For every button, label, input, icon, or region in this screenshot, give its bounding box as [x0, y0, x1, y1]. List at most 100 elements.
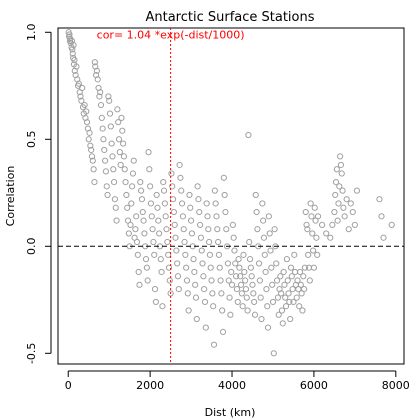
data-point — [191, 268, 198, 276]
data-point — [175, 285, 182, 293]
data-point — [208, 277, 215, 284]
data-point — [161, 200, 168, 207]
data-point — [184, 290, 191, 297]
data-point — [83, 108, 90, 115]
data-point — [380, 234, 387, 241]
data-point — [215, 251, 223, 258]
data-point — [173, 247, 180, 254]
data-point — [247, 264, 254, 271]
data-point — [284, 277, 291, 284]
data-point — [288, 273, 295, 280]
data-point — [69, 50, 76, 57]
x-tick-label: 4000 — [218, 379, 246, 392]
data-point — [258, 315, 265, 323]
data-point — [111, 196, 119, 203]
data-point — [296, 303, 303, 310]
data-point — [145, 149, 152, 156]
data-point — [205, 238, 213, 246]
data-point — [225, 277, 232, 284]
data-point — [195, 196, 202, 203]
data-point — [340, 204, 347, 211]
data-point — [283, 256, 290, 263]
data-point — [129, 170, 137, 177]
data-point — [287, 315, 294, 323]
data-point — [376, 196, 383, 203]
data-point — [286, 298, 293, 306]
data-point — [196, 221, 204, 228]
data-point — [203, 200, 210, 207]
data-point — [250, 290, 257, 297]
data-point — [273, 277, 281, 284]
data-point — [110, 166, 117, 173]
data-point — [339, 187, 346, 194]
data-point — [245, 131, 252, 139]
data-point — [134, 251, 141, 258]
data-point — [103, 183, 110, 190]
data-point — [165, 251, 172, 258]
data-point — [337, 161, 345, 169]
data-point — [235, 256, 242, 263]
data-point — [378, 213, 385, 220]
data-point — [343, 196, 350, 203]
data-point — [273, 260, 280, 267]
data-point — [241, 268, 248, 276]
data-point — [264, 303, 271, 310]
data-point — [334, 217, 341, 224]
data-point — [119, 127, 126, 134]
data-point — [307, 200, 314, 207]
data-point — [228, 268, 235, 276]
data-point — [294, 277, 301, 284]
data-point — [278, 290, 285, 297]
data-point — [129, 183, 136, 190]
data-point — [296, 268, 304, 276]
data-point — [323, 230, 330, 237]
data-point — [287, 264, 295, 271]
data-point — [270, 350, 277, 357]
data-point — [150, 238, 157, 246]
data-point — [164, 238, 171, 246]
data-point — [338, 170, 345, 177]
data-point — [311, 204, 318, 211]
data-point — [331, 208, 338, 216]
data-point — [309, 247, 317, 254]
data-point — [224, 260, 232, 267]
data-point — [169, 183, 176, 190]
data-point — [83, 119, 91, 126]
data-point — [124, 204, 131, 211]
data-point — [94, 76, 101, 83]
data-point — [300, 273, 307, 280]
data-point — [107, 123, 114, 130]
data-point — [304, 226, 311, 233]
data-point — [187, 217, 195, 224]
y-axis: -0.5 0.0 0.5 1.0 — [25, 24, 52, 364]
data-point — [259, 200, 266, 207]
data-point — [178, 187, 185, 194]
data-point — [106, 97, 113, 104]
data-point — [88, 146, 95, 154]
data-point — [211, 187, 218, 194]
data-point — [147, 183, 154, 190]
data-point — [148, 213, 155, 220]
data-point — [232, 260, 239, 267]
data-point — [152, 298, 159, 306]
data-point — [261, 251, 268, 258]
x-tick-label: 6000 — [300, 379, 328, 392]
data-point — [159, 303, 166, 310]
data-point — [100, 136, 107, 143]
data-point — [162, 213, 169, 220]
data-point — [243, 294, 250, 301]
chart-title: Antarctic Surface Stations — [145, 10, 314, 25]
data-point — [101, 157, 109, 164]
data-point — [237, 281, 245, 288]
data-point — [156, 230, 163, 237]
data-point — [133, 213, 140, 220]
y-tick-label: 1.0 — [25, 24, 38, 42]
data-point — [246, 256, 254, 263]
data-point — [206, 251, 214, 258]
data-point — [262, 268, 269, 276]
data-point — [138, 187, 145, 194]
data-point — [70, 42, 77, 49]
data-point — [123, 191, 130, 199]
data-point — [154, 204, 161, 211]
data-point — [285, 290, 292, 297]
